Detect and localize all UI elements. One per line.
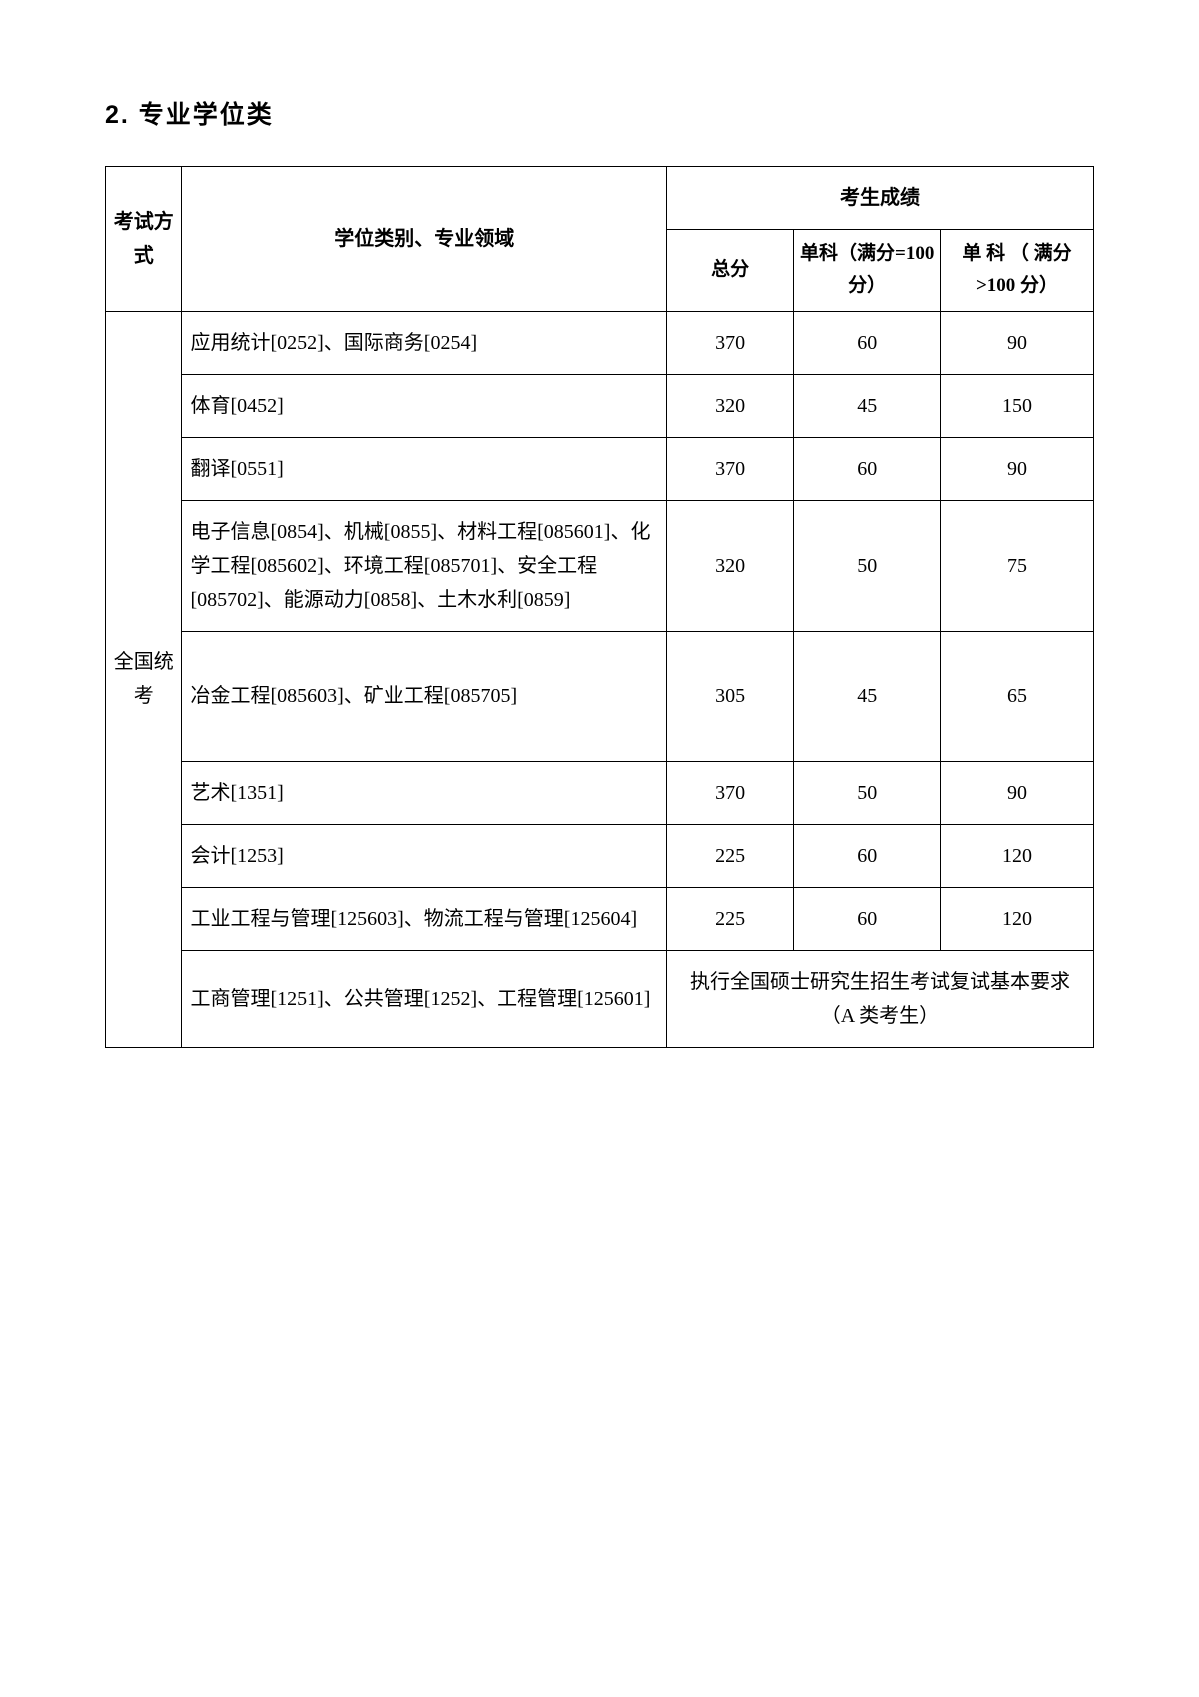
header-exam-type: 考试方式 <box>106 167 182 312</box>
sub2-cell: 90 <box>940 437 1093 500</box>
total-cell: 225 <box>666 887 793 950</box>
sub1-cell: 45 <box>794 631 941 761</box>
sub2-cell: 90 <box>940 311 1093 374</box>
sub1-cell: 60 <box>794 311 941 374</box>
note-cell: 执行全国硕士研究生招生考试复试基本要求（A 类考生） <box>666 950 1093 1047</box>
sub2-cell: 65 <box>940 631 1093 761</box>
score-table: 考试方式 学位类别、专业领域 考生成绩 总分 单科（满分=100 分） 单 科 … <box>105 166 1094 1048</box>
total-cell: 370 <box>666 761 793 824</box>
sub1-cell: 50 <box>794 761 941 824</box>
sub1-cell: 60 <box>794 887 941 950</box>
total-cell: 320 <box>666 374 793 437</box>
table-row: 会计[1253] 225 60 120 <box>106 824 1094 887</box>
table-row: 电子信息[0854]、机械[0855]、材料工程[085601]、化学工程[08… <box>106 500 1094 631</box>
major-cell: 翻译[0551] <box>182 437 666 500</box>
sub1-cell: 60 <box>794 824 941 887</box>
table-row: 全国统考 应用统计[0252]、国际商务[0254] 370 60 90 <box>106 311 1094 374</box>
major-cell: 工业工程与管理[125603]、物流工程与管理[125604] <box>182 887 666 950</box>
table-row: 翻译[0551] 370 60 90 <box>106 437 1094 500</box>
header-scores-group: 考生成绩 <box>666 167 1093 230</box>
major-cell: 会计[1253] <box>182 824 666 887</box>
major-cell: 艺术[1351] <box>182 761 666 824</box>
total-cell: 305 <box>666 631 793 761</box>
major-cell: 工商管理[1251]、公共管理[1252]、工程管理[125601] <box>182 950 666 1047</box>
table-row: 工业工程与管理[125603]、物流工程与管理[125604] 225 60 1… <box>106 887 1094 950</box>
total-cell: 370 <box>666 311 793 374</box>
sub2-cell: 90 <box>940 761 1093 824</box>
exam-type-cell: 全国统考 <box>106 311 182 1047</box>
sub2-cell: 120 <box>940 887 1093 950</box>
table-header-row-1: 考试方式 学位类别、专业领域 考生成绩 <box>106 167 1094 230</box>
header-major: 学位类别、专业领域 <box>182 167 666 312</box>
table-row: 冶金工程[085603]、矿业工程[085705] 305 45 65 <box>106 631 1094 761</box>
major-cell: 冶金工程[085603]、矿业工程[085705] <box>182 631 666 761</box>
sub2-cell: 150 <box>940 374 1093 437</box>
header-sub2: 单 科 （ 满分>100 分） <box>940 230 1093 312</box>
sub1-cell: 50 <box>794 500 941 631</box>
total-cell: 225 <box>666 824 793 887</box>
header-total: 总分 <box>666 230 793 312</box>
major-cell: 电子信息[0854]、机械[0855]、材料工程[085601]、化学工程[08… <box>182 500 666 631</box>
table-row-final: 工商管理[1251]、公共管理[1252]、工程管理[125601] 执行全国硕… <box>106 950 1094 1047</box>
header-sub1: 单科（满分=100 分） <box>794 230 941 312</box>
total-cell: 370 <box>666 437 793 500</box>
sub2-cell: 75 <box>940 500 1093 631</box>
major-cell: 应用统计[0252]、国际商务[0254] <box>182 311 666 374</box>
table-row: 体育[0452] 320 45 150 <box>106 374 1094 437</box>
table-row: 艺术[1351] 370 50 90 <box>106 761 1094 824</box>
section-title: 2. 专业学位类 <box>105 95 1094 131</box>
sub1-cell: 45 <box>794 374 941 437</box>
total-cell: 320 <box>666 500 793 631</box>
sub1-cell: 60 <box>794 437 941 500</box>
sub2-cell: 120 <box>940 824 1093 887</box>
major-cell: 体育[0452] <box>182 374 666 437</box>
